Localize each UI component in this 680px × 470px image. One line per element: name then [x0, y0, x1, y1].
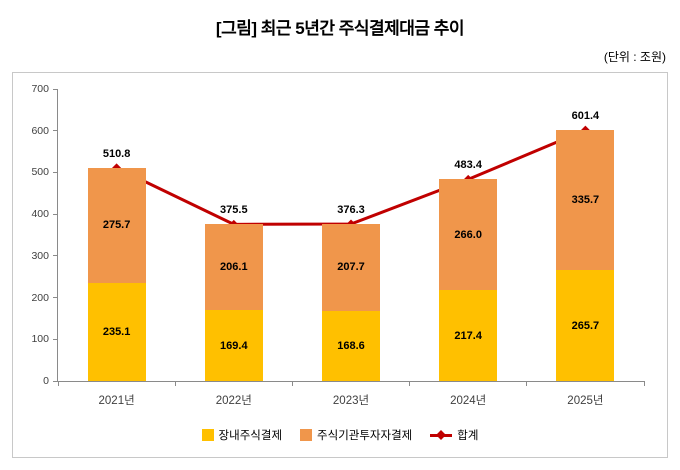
bar-segment-label: 266.0 — [454, 228, 482, 241]
bar-segment: 275.7 — [87, 167, 146, 283]
bar-segment-label: 206.1 — [220, 261, 248, 274]
y-tick-label: 500 — [31, 166, 49, 179]
bar-segment: 235.1 — [87, 282, 146, 381]
bar-segment: 266.0 — [439, 179, 498, 291]
legend-swatch — [201, 429, 214, 441]
unit-label: (단위 : 조원) — [603, 50, 666, 64]
y-tick-mark — [53, 130, 58, 132]
bar-segment-label: 217.4 — [454, 329, 482, 342]
y-tick-label: 700 — [31, 83, 49, 95]
y-tick-mark — [53, 171, 58, 173]
legend-label: 합계 — [457, 430, 479, 442]
x-tick-mark — [57, 381, 59, 386]
bar-segment: 217.4 — [439, 290, 498, 381]
y-tick-label: 0 — [43, 375, 49, 387]
legend-diamond-icon — [436, 430, 447, 440]
bar-segment-label: 169.4 — [220, 339, 248, 352]
bar-segment: 169.4 — [204, 310, 263, 381]
y-tick-mark — [53, 338, 58, 340]
legend-label: 장내주식결제 — [218, 430, 283, 442]
bar-segment-label: 335.7 — [571, 194, 600, 207]
y-tick-label: 200 — [31, 291, 49, 304]
y-tick-mark — [53, 297, 58, 299]
total-value-label: 375.5 — [220, 204, 248, 217]
x-tick-mark — [174, 381, 176, 386]
y-tick-mark — [53, 380, 58, 382]
bar-segment-label: 275.7 — [102, 219, 131, 232]
chart-box: 0 100 200 300 400 500 600 700 235.1 275.7 2021년 169… — [12, 72, 668, 458]
plot-area: 0 100 200 300 400 500 600 700 235.1 275.7 2021년 169… — [31, 83, 645, 407]
x-axis-label: 2024년 — [450, 395, 487, 407]
bar-segment: 265.7 — [556, 270, 615, 381]
bar-segment-label: 235.1 — [102, 325, 131, 338]
legend-line-sample — [430, 430, 453, 440]
bar-segment-label: 168.6 — [337, 339, 365, 352]
legend-label: 주식기관투자자결제 — [317, 430, 413, 442]
bar-segment-label: 265.7 — [571, 319, 600, 332]
x-axis-label: 2022년 — [215, 395, 252, 407]
x-tick-mark — [291, 381, 293, 386]
bar-segment: 207.7 — [322, 224, 380, 311]
x-axis-label: 2023년 — [332, 395, 370, 407]
total-value-label: 601.4 — [571, 110, 600, 123]
x-axis-label: 2025년 — [567, 395, 604, 407]
chart-title: [그림] 최근 5년간 주식결제대금 추이 — [215, 19, 465, 38]
legend-swatch — [300, 429, 313, 441]
y-tick-label: 300 — [31, 249, 49, 262]
x-tick-mark — [643, 381, 645, 386]
bar-segment: 206.1 — [204, 224, 263, 311]
x-axis-label: 2021년 — [98, 395, 135, 407]
bar-segment: 335.7 — [556, 130, 615, 271]
x-tick-mark — [409, 381, 411, 386]
legend-item: 장내주식결제 — [201, 427, 283, 443]
total-value-label: 376.3 — [337, 204, 365, 217]
y-tick-mark — [53, 88, 58, 90]
x-tick-mark — [526, 381, 528, 386]
total-value-label: 510.8 — [102, 147, 131, 160]
y-tick-label: 100 — [31, 333, 49, 346]
y-tick-mark — [53, 255, 58, 257]
y-tick-label: 400 — [31, 208, 49, 221]
legend-item: 주식기관투자자결제 — [300, 427, 412, 443]
y-tick-label: 600 — [31, 124, 49, 137]
bar-segment-label: 207.7 — [337, 261, 365, 274]
y-tick-mark — [53, 213, 58, 215]
bar-segment: 168.6 — [322, 310, 380, 381]
total-value-label: 483.4 — [454, 159, 482, 172]
chart-legend: 장내주식결제 주식기관투자자결제 합계 — [13, 427, 667, 443]
legend-item: 합계 — [430, 427, 478, 443]
